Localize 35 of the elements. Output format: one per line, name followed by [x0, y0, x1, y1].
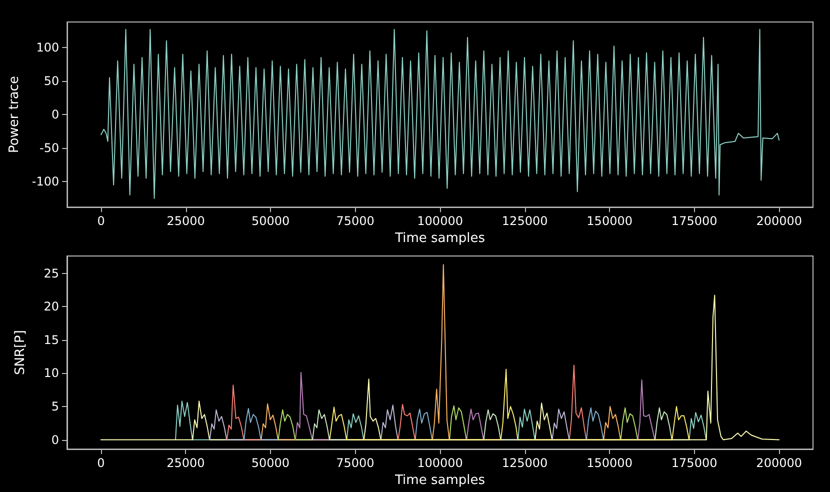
- y-tick-label: 100: [36, 40, 60, 54]
- x-tick-label: 75000: [336, 214, 374, 228]
- y-tick-label: 0: [51, 108, 60, 122]
- y-tick-label: 20: [44, 300, 59, 314]
- y-tick-label: 15: [44, 332, 59, 347]
- x-tick-label: 25000: [166, 456, 205, 470]
- y-tick-label: -50: [40, 141, 60, 156]
- x-tick-label: 75000: [336, 456, 374, 470]
- x-tick-label: 50000: [251, 456, 290, 470]
- x-tick-label: 0: [97, 214, 105, 228]
- x-tick-label: 125000: [502, 456, 548, 470]
- y-tick-label: 50: [44, 74, 60, 88]
- y-tick-label: -100: [32, 174, 60, 189]
- x-axis-title: Time samples: [394, 473, 486, 488]
- line-series: [329, 368, 690, 440]
- y-tick-label: 10: [44, 366, 59, 380]
- x-tick-label: 200000: [756, 214, 802, 228]
- y-tick-label: 25: [44, 266, 59, 280]
- x-tick-label: 200000: [756, 456, 802, 470]
- x-tick-label: 125000: [502, 214, 548, 228]
- x-tick-label: 50000: [251, 214, 290, 228]
- y-axis-title: Power trace: [7, 76, 22, 154]
- x-tick-label: 0: [97, 456, 105, 470]
- x-tick-label: 100000: [417, 456, 463, 470]
- line-series: [100, 28, 780, 199]
- x-tick-label: 25000: [166, 214, 205, 228]
- x-tick-label: 100000: [417, 214, 463, 228]
- y-axis-title: SNR[P]: [13, 330, 28, 376]
- y-tick-label: 0: [51, 432, 59, 447]
- x-tick-label: 175000: [671, 456, 718, 470]
- y-tick-label: 5: [51, 399, 59, 414]
- x-tick-label: 150000: [586, 456, 632, 470]
- x-axis-title: Time samples: [394, 231, 486, 246]
- x-tick-label: 150000: [586, 214, 632, 228]
- x-tick-label: 175000: [671, 214, 718, 228]
